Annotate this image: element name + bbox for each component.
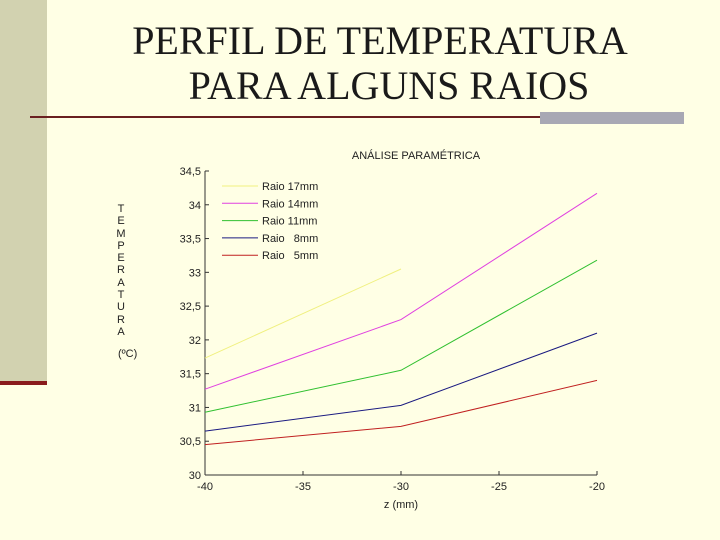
series-line bbox=[204, 259, 598, 413]
x-tick-label: -40 bbox=[197, 481, 213, 493]
y-tick-label: 30,5 bbox=[180, 436, 201, 448]
y-tick-label: 34,5 bbox=[180, 166, 201, 178]
legend-label: Raio 5mm bbox=[262, 250, 318, 262]
title-underline bbox=[30, 116, 684, 118]
y-tick-label: 32,5 bbox=[180, 301, 201, 313]
legend-label: Raio 8mm bbox=[262, 233, 318, 245]
y-tick-label: 31 bbox=[189, 402, 201, 414]
y-axis-unit: (ºC) bbox=[118, 348, 138, 360]
legend-label: Raio 14mm bbox=[262, 198, 318, 210]
left-accent-bar bbox=[0, 0, 47, 385]
slide-title-line2: PARA ALGUNS RAIOS bbox=[188, 63, 590, 108]
left-accent-bar-edge bbox=[0, 381, 47, 385]
series-line bbox=[204, 332, 598, 432]
series-line bbox=[204, 268, 402, 359]
slide-title-line1: PERFIL DE TEMPERATURA bbox=[132, 18, 628, 63]
y-tick-label: 33,5 bbox=[180, 234, 201, 246]
y-axis-label: T E M P E R A T U R A bbox=[116, 203, 126, 338]
x-tick-label: -20 bbox=[589, 481, 605, 493]
x-tick-label: -30 bbox=[393, 481, 409, 493]
series-line bbox=[204, 192, 598, 390]
legend-label: Raio 11mm bbox=[262, 216, 317, 228]
series-line bbox=[204, 379, 598, 446]
y-tick-label: 34 bbox=[189, 200, 201, 212]
slide-title: PERFIL DE TEMPERATURA PARA ALGUNS RAIOS bbox=[60, 18, 700, 108]
x-axis-label: z (mm) bbox=[384, 499, 418, 511]
chart-title: ANÁLISE PARAMÉTRICA bbox=[352, 149, 481, 162]
y-tick-label: 30 bbox=[189, 470, 201, 482]
x-tick-label: -25 bbox=[491, 481, 507, 493]
y-tick-label: 31,5 bbox=[180, 369, 201, 381]
x-tick-label: -35 bbox=[295, 481, 311, 493]
title-underline-accent bbox=[540, 112, 684, 124]
legend-label: Raio 17mm bbox=[262, 181, 318, 193]
y-tick-label: 33 bbox=[189, 267, 201, 279]
y-tick-label: 32 bbox=[189, 335, 201, 347]
